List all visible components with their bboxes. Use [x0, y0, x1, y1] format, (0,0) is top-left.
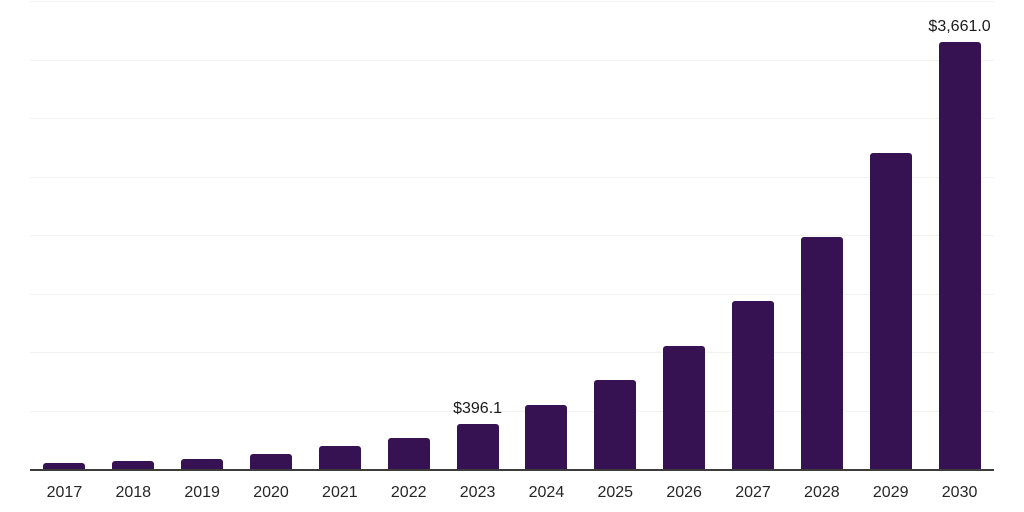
x-tick-label-2026: 2026 [666, 484, 702, 501]
x-tick-label-2023: 2023 [459, 484, 496, 501]
bar-2017 [43, 462, 86, 470]
x-tick-label-2017: 2017 [46, 484, 83, 501]
x-tick-label-2024: 2024 [528, 484, 565, 501]
plot-area: $396.1 $3,661.0 [30, 1, 994, 470]
x-tick-label-2028: 2028 [804, 484, 840, 501]
x-tick-label-2019: 2019 [184, 484, 220, 501]
x-tick-label-2021: 2021 [322, 484, 358, 501]
x-tick-label-2030: 2030 [941, 484, 978, 501]
bar-2023 [456, 423, 499, 470]
x-tick-label-2027: 2027 [735, 484, 771, 501]
x-tick-label-2020: 2020 [253, 484, 289, 501]
gridline-500 [30, 410, 994, 412]
bar-2025 [594, 379, 637, 470]
bar-2022 [387, 437, 430, 470]
gridline-1000 [30, 352, 994, 353]
bar-value-label-2023: $396.1 [453, 399, 503, 417]
gridline-2500 [30, 176, 994, 178]
x-tick-label-2029: 2029 [872, 484, 909, 501]
bar-2024 [525, 405, 568, 470]
bar-2027 [732, 301, 774, 470]
x-axis-line [30, 469, 994, 471]
bar-2030 [938, 41, 981, 470]
x-tick-label-2018: 2018 [115, 484, 152, 501]
bar-2021 [318, 446, 361, 470]
bar-2018 [112, 461, 155, 470]
x-tick-label-2022: 2022 [390, 484, 427, 501]
bar-2026 [663, 346, 706, 470]
gridline-1500 [30, 293, 994, 295]
bar-value-label-2030: $3,661.0 [928, 17, 991, 35]
x-axis-tick-labels: 2017 2018 2019 2020 2021 2022 2023 2024 2025 2026… [30, 485, 994, 505]
gridline-3000 [30, 118, 994, 119]
bar-2028 [800, 237, 843, 470]
bar-2029 [869, 152, 912, 470]
gridline-4000 [30, 1, 994, 2]
gridline-2000 [30, 235, 994, 236]
bar-2019 [181, 458, 224, 470]
gridline-3500 [30, 59, 994, 61]
x-tick-label-2025: 2025 [597, 484, 634, 501]
bar-2020 [250, 454, 292, 470]
